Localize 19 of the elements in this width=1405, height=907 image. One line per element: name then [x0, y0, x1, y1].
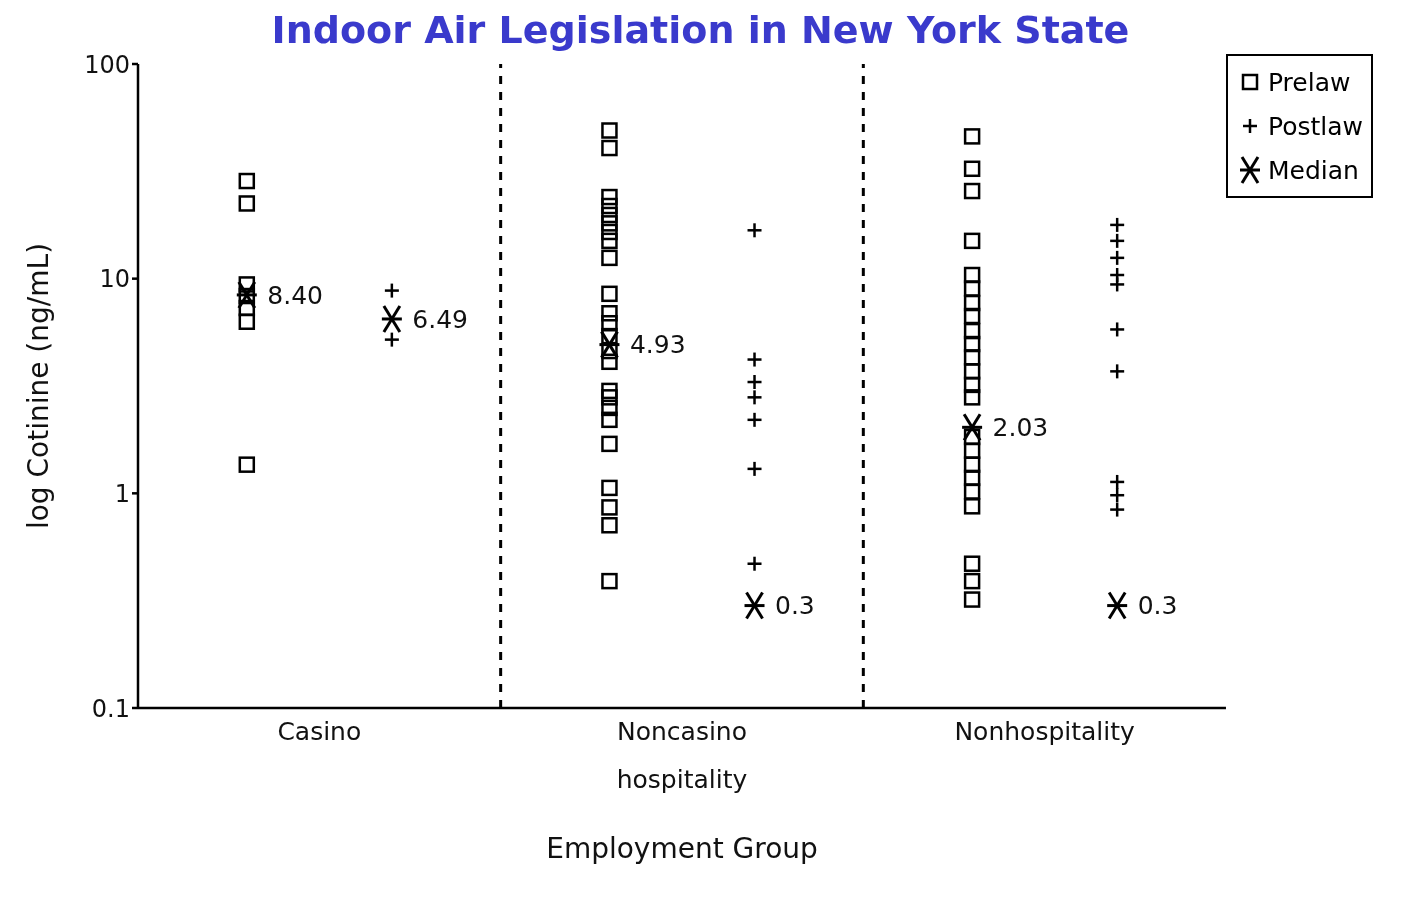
- y-tick-label: 0.1: [91, 694, 130, 723]
- legend-label: Prelaw: [1267, 67, 1351, 97]
- data-label: 0.3: [775, 591, 815, 621]
- chart-title: Indoor Air Legislation in New York State: [271, 8, 1130, 52]
- legend-label: Postlaw: [1267, 111, 1363, 141]
- y-tick-label: 10: [99, 265, 130, 294]
- data-label: 6.49: [412, 304, 469, 334]
- x-axis-title: Employment Group: [546, 832, 818, 865]
- x-tick-label: Noncasino hospitality: [616, 717, 748, 794]
- x-tick-label: Nonhospitality: [954, 717, 1136, 746]
- data-label: 4.93: [629, 330, 686, 360]
- y-tick-label: 100: [84, 50, 130, 79]
- legend-label: Median: [1267, 155, 1359, 185]
- y-axis-title: log Cotinine (ng/mL): [21, 242, 55, 530]
- data-label: 0.3: [1137, 591, 1178, 621]
- y-tick-label: 1: [114, 479, 130, 508]
- data-label: 8.40: [267, 280, 323, 310]
- x-tick-label: Casino: [277, 717, 362, 746]
- data-label: 2.03: [992, 413, 1049, 443]
